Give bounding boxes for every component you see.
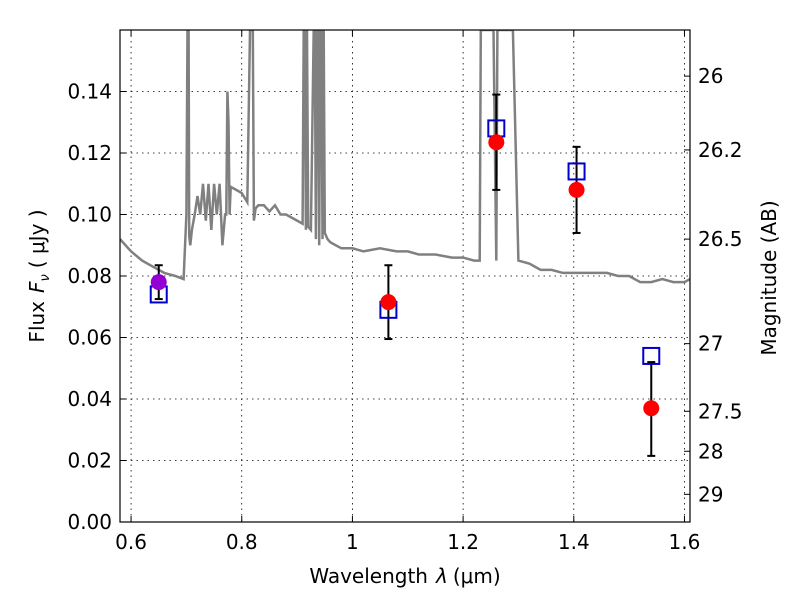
y2-tick-label: 28 (698, 439, 723, 463)
y2-tick-label: 27.5 (698, 399, 743, 423)
y-tick-label: 0.10 (67, 203, 112, 227)
observed-point (643, 400, 660, 417)
y-axis-label: FluxFν( μJy ) (25, 209, 53, 342)
y2-tick-label: 26 (698, 64, 723, 88)
x-tick-label: 1.6 (669, 530, 701, 554)
x-tick-label: 0.8 (226, 530, 258, 554)
x-tick-label: 1 (346, 530, 359, 554)
x-tick-label: 1.2 (447, 530, 479, 554)
model-photometry-square (567, 162, 586, 181)
observed-point (380, 294, 397, 311)
y2-axis-label: Magnitude (AB) (757, 200, 781, 355)
x-tick-label: 0.6 (115, 530, 147, 554)
y2-tick-label: 26.2 (698, 138, 743, 162)
observed-point (488, 134, 505, 151)
x-tick-label: 1.4 (558, 530, 590, 554)
plot-area (120, 30, 690, 457)
x-axis-label: Wavelength λ (μm) (309, 564, 500, 588)
y2-tick-label: 29 (698, 482, 723, 506)
observed-point (568, 181, 585, 198)
model-photometry-square (642, 346, 661, 365)
y2-tick-label: 26.5 (698, 227, 743, 251)
y-tick-label: 0.00 (67, 510, 112, 534)
axes: 0.6 0.8 1 1.2 1.4 1.6 0.00 0.02 0.04 0.06 0.08 0.10… (67, 30, 743, 554)
grid (120, 30, 690, 523)
y-tick-label: 0.14 (67, 80, 112, 104)
model-sed-line (120, 30, 690, 284)
y-tick-label: 0.12 (67, 141, 112, 165)
y-tick-label: 0.02 (67, 449, 112, 473)
observed-point (150, 274, 167, 291)
y2-tick-label: 27 (698, 332, 723, 356)
y-tick-label: 0.08 (67, 264, 112, 288)
y-tick-label: 0.04 (67, 387, 112, 411)
y-tick-label: 0.06 (67, 326, 112, 350)
